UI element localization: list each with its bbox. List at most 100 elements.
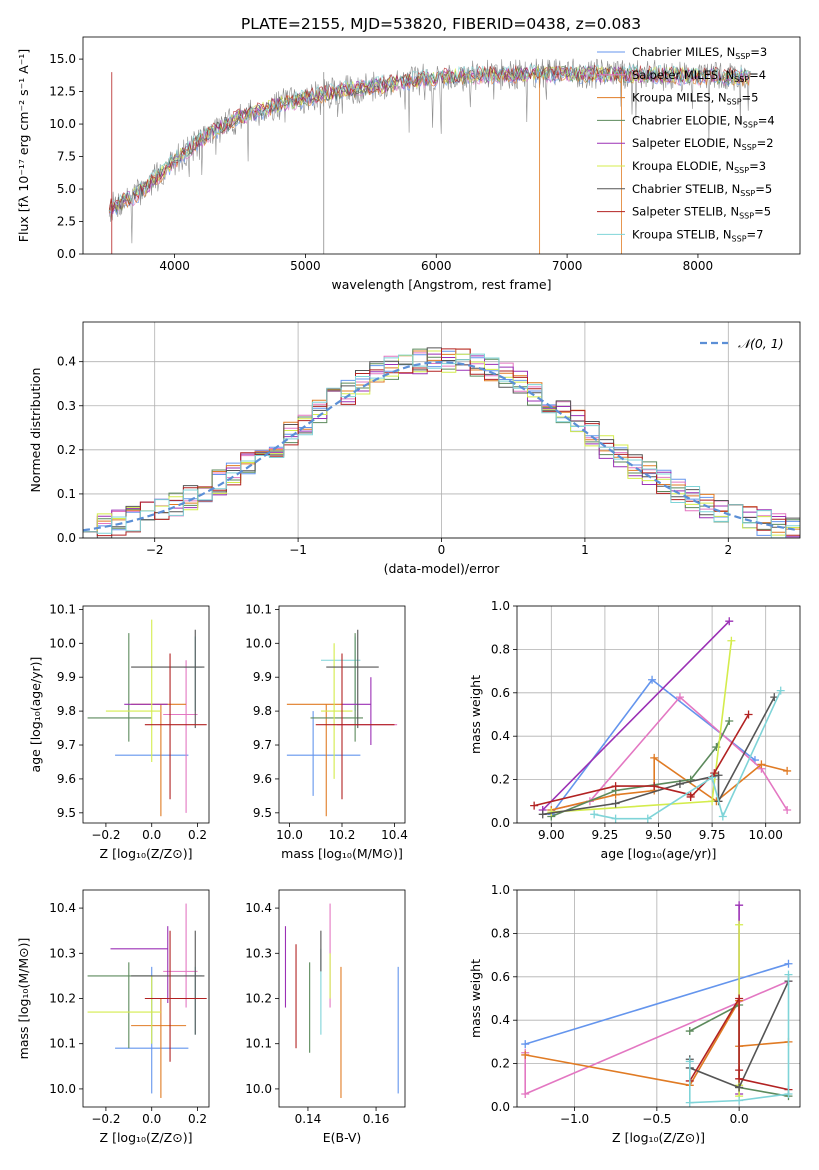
spectrum-model-line bbox=[108, 63, 751, 214]
weight-line bbox=[542, 696, 776, 816]
chart-residuals: −2 −1 0 1 2 0.0 0.1 0.2 0.3 0.4 (data-model)/error… bbox=[28, 321, 801, 576]
y-tick-label: 10.1 bbox=[49, 602, 76, 616]
weight-marker bbox=[776, 686, 785, 695]
y-axis-label: mass weight bbox=[468, 675, 483, 754]
plot-area bbox=[87, 903, 207, 1098]
weight-marker bbox=[590, 810, 599, 819]
x-tick-label: 9.00 bbox=[538, 828, 565, 842]
y-tick-label: 0.8 bbox=[491, 642, 510, 656]
legend-label: Salpeter STELIB, NSSP=5 bbox=[632, 205, 771, 221]
y-tick-label: 9.9 bbox=[253, 670, 272, 684]
y-tick-label: 10.0 bbox=[49, 1082, 76, 1096]
x-tick-label: 10.2 bbox=[329, 828, 356, 842]
x-tick-label: 1 bbox=[581, 543, 589, 557]
y-tick-label: 1.0 bbox=[491, 599, 510, 613]
x-tick-label: 0.0 bbox=[730, 1112, 749, 1126]
weight-marker bbox=[725, 617, 734, 626]
x-axis-label: Z [log₁₀(Z/Z⊙)] bbox=[100, 846, 193, 861]
y-tick-label: 7.5 bbox=[57, 150, 76, 164]
x-tick-label: 10.4 bbox=[381, 828, 408, 842]
x-axis-label: (data-model)/error bbox=[384, 561, 501, 576]
histogram-step bbox=[83, 348, 800, 537]
y-tick-label: 0.0 bbox=[57, 247, 76, 261]
weight-marker bbox=[685, 1098, 694, 1107]
normal-curve bbox=[83, 360, 798, 532]
y-tick-label: 10.2 bbox=[245, 992, 272, 1006]
y-tick-label: 9.5 bbox=[57, 806, 76, 820]
plot-area bbox=[530, 617, 792, 823]
weight-marker bbox=[708, 773, 717, 782]
weight-marker bbox=[735, 901, 744, 910]
weight-marker bbox=[650, 782, 659, 791]
axes-frame bbox=[82, 605, 210, 824]
y-tick-label: 0.2 bbox=[491, 773, 510, 787]
y-axis-label: Flux [fλ 10⁻¹⁷ erg cm⁻² s⁻¹ A⁻¹] bbox=[16, 49, 31, 242]
y-tick-label: 0.3 bbox=[57, 399, 76, 413]
y-tick-label: 0.2 bbox=[57, 443, 76, 457]
x-tick-label: 0.0 bbox=[142, 828, 161, 842]
y-tick-label: 10.3 bbox=[49, 946, 76, 960]
chart-weight-vs-metallicity: −1.0 −0.5 0.0 0.0 0.2 0.4 0.6 0.8 1.0 Z [log₁₀(Z/… bbox=[468, 883, 801, 1145]
weight-marker bbox=[784, 959, 793, 968]
y-tick-label: 9.7 bbox=[57, 738, 76, 752]
weight-line bbox=[524, 963, 789, 1045]
axes-frame bbox=[82, 321, 801, 539]
y-axis-label: age [log₁₀(age/yr)] bbox=[28, 657, 43, 773]
y-tick-label: 0.4 bbox=[57, 355, 76, 369]
y-tick-label: 0.6 bbox=[491, 970, 510, 984]
legend-label: Kroupa MILES, NSSP=5 bbox=[632, 91, 758, 107]
axes-frame bbox=[516, 605, 801, 824]
weight-marker bbox=[686, 792, 695, 801]
x-axis-label: wavelength [Angstrom, rest frame] bbox=[331, 277, 551, 292]
x-tick-label: 0.14 bbox=[295, 1112, 322, 1126]
x-tick-label: −0.5 bbox=[642, 1112, 671, 1126]
plot-area bbox=[284, 903, 399, 1098]
y-tick-label: 10.0 bbox=[49, 117, 76, 131]
weight-marker bbox=[538, 810, 547, 819]
y-axis-label: Normed distribution bbox=[28, 368, 43, 493]
y-tick-label: 10.1 bbox=[49, 1037, 76, 1051]
chart-weight-vs-age: 9.00 9.25 9.50 9.75 10.00 0.0 0.2 0.4 0.6 0.8 1.0 a… bbox=[468, 599, 801, 861]
weight-marker bbox=[784, 970, 793, 979]
x-axis-label: mass [log₁₀(M/M⊙)] bbox=[281, 846, 403, 861]
x-tick-label: −2 bbox=[146, 543, 164, 557]
plot-area bbox=[87, 619, 207, 817]
weight-marker bbox=[744, 710, 753, 719]
weight-marker bbox=[650, 753, 659, 762]
weight-marker bbox=[521, 1089, 530, 1098]
x-tick-label: 5000 bbox=[290, 259, 321, 273]
chart-spectrum: 4000 5000 6000 7000 8000 0.0 2.5 5.0 7.5 10.0 12.5… bbox=[16, 36, 801, 292]
weight-marker bbox=[685, 1057, 694, 1066]
weight-marker bbox=[675, 779, 684, 788]
weight-marker bbox=[718, 812, 727, 821]
y-tick-label: 0.0 bbox=[491, 816, 510, 830]
y-tick-label: 10.1 bbox=[245, 602, 272, 616]
y-tick-label: 0.0 bbox=[491, 1100, 510, 1114]
y-tick-label: 0.6 bbox=[491, 686, 510, 700]
axes-frame bbox=[82, 36, 801, 255]
weight-marker bbox=[710, 769, 719, 778]
x-tick-label: 9.50 bbox=[645, 828, 672, 842]
x-tick-label: 0.0 bbox=[142, 1112, 161, 1126]
weight-marker bbox=[530, 801, 539, 810]
y-tick-label: 10.3 bbox=[245, 946, 272, 960]
x-tick-label: 2 bbox=[724, 543, 732, 557]
plot-area bbox=[286, 629, 398, 817]
weight-marker bbox=[643, 814, 652, 823]
y-tick-label: 9.9 bbox=[57, 670, 76, 684]
y-tick-label: 0.2 bbox=[491, 1057, 510, 1071]
y-axis-label: mass [log₁₀(M/M⊙)] bbox=[16, 938, 31, 1060]
weight-marker bbox=[521, 1040, 530, 1049]
chart-mass-vs-extinction: 0.14 0.16 10.0 10.1 10.2 10.3 10.4 E(B-V) bbox=[245, 889, 406, 1145]
chart-age-vs-mass: 10.0 10.2 10.4 9.5 9.6 9.7 9.8 9.9 10.0 10.1 mass … bbox=[245, 602, 408, 861]
weight-marker bbox=[757, 760, 766, 769]
y-tick-label: 0.8 bbox=[491, 926, 510, 940]
y-tick-label: 9.7 bbox=[253, 738, 272, 752]
axes-frame bbox=[278, 889, 406, 1108]
weight-marker bbox=[521, 1050, 530, 1059]
x-tick-label: 4000 bbox=[159, 259, 190, 273]
legend-label: Chabrier STELIB, NSSP=5 bbox=[632, 182, 772, 198]
weight-marker bbox=[735, 994, 744, 1003]
x-tick-label: 6000 bbox=[421, 259, 452, 273]
